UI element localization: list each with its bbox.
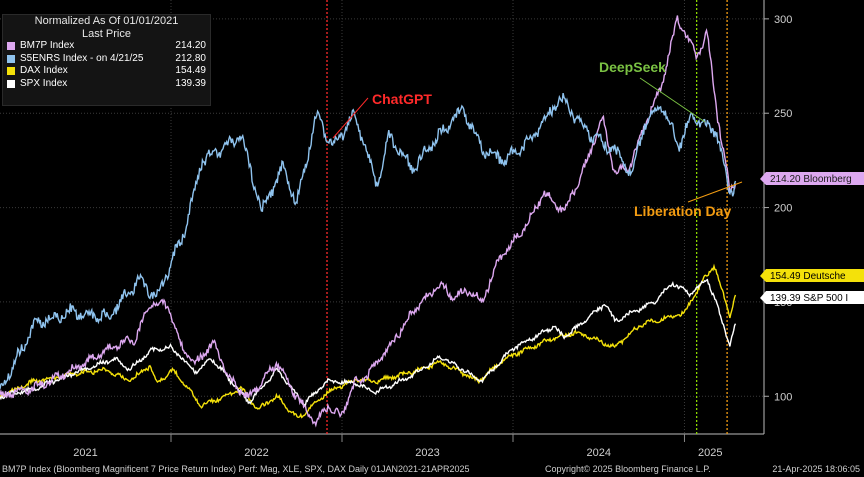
legend-label: BM7P Index xyxy=(20,40,75,51)
legend-item: S5ENRS Index - on 4/21/25 212.80 xyxy=(3,53,210,66)
tag-pointer xyxy=(760,291,766,304)
series-line xyxy=(0,92,737,390)
annotation-leader xyxy=(687,181,743,203)
last-value-tag xyxy=(766,172,864,185)
series-line xyxy=(0,263,737,419)
legend-value: 154.49 xyxy=(175,65,206,76)
y-tick-label: 100 xyxy=(774,391,792,403)
x-tick-label: 2025 xyxy=(698,447,722,459)
series-line xyxy=(0,15,737,428)
footer-copyright: Copyright© 2025 Bloomberg Finance L.P. xyxy=(545,464,711,474)
footer-description: BM7P Index (Bloomberg Magnificent 7 Pric… xyxy=(2,464,470,474)
legend-item: SPX Index 139.39 xyxy=(3,78,210,91)
annotation-deepseek: DeepSeek xyxy=(599,59,666,75)
last-value-tag xyxy=(766,269,864,282)
legend-label: S5ENRS Index - on 4/21/25 xyxy=(20,52,144,64)
annotation-liberation-day: Liberation Day xyxy=(634,203,731,219)
legend-subtitle: Last Price xyxy=(82,27,131,40)
legend-label: DAX Index xyxy=(20,65,68,76)
legend-swatch xyxy=(7,79,15,88)
series-line xyxy=(0,278,737,406)
y-tick-label: 200 xyxy=(774,203,792,215)
last-value-tag xyxy=(766,291,864,304)
annotation-leader xyxy=(332,97,369,139)
footer-timestamp: 21-Apr-2025 18:06:05 xyxy=(772,464,860,474)
legend-item: DAX Index 154.49 xyxy=(3,65,210,78)
legend-value: 139.39 xyxy=(175,77,206,89)
legend-value: 212.80 xyxy=(175,52,206,64)
y-tick-label: 250 xyxy=(774,108,792,120)
legend: Normalized As Of 01/01/2021 Last Price B… xyxy=(2,14,211,106)
last-value-label: 154.49 Deutsche xyxy=(770,271,846,282)
legend-swatch xyxy=(7,54,15,63)
legend-label: SPX Index xyxy=(20,77,68,89)
legend-swatch xyxy=(7,67,15,75)
last-value-label: 139.39 S&P 500 I xyxy=(770,293,848,304)
x-tick-label: 2022 xyxy=(244,447,268,459)
y-tick-label: 300 xyxy=(774,14,792,26)
footer: BM7P Index (Bloomberg Magnificent 7 Pric… xyxy=(0,463,864,477)
last-value-label: 214.20 Bloomberg xyxy=(770,174,852,185)
tag-pointer xyxy=(760,269,766,282)
x-tick-label: 2021 xyxy=(73,447,97,459)
tag-pointer xyxy=(760,172,766,185)
x-tick-label: 2024 xyxy=(586,447,610,459)
legend-title: Normalized As Of 01/01/2021 xyxy=(34,15,179,27)
legend-value: 214.20 xyxy=(175,40,206,51)
legend-swatch xyxy=(7,42,15,50)
x-tick-label: 2023 xyxy=(415,447,439,459)
legend-item: BM7P Index 214.20 xyxy=(3,40,210,53)
annotation-leader xyxy=(639,77,706,123)
annotation-chatgpt: ChatGPT xyxy=(372,91,432,107)
